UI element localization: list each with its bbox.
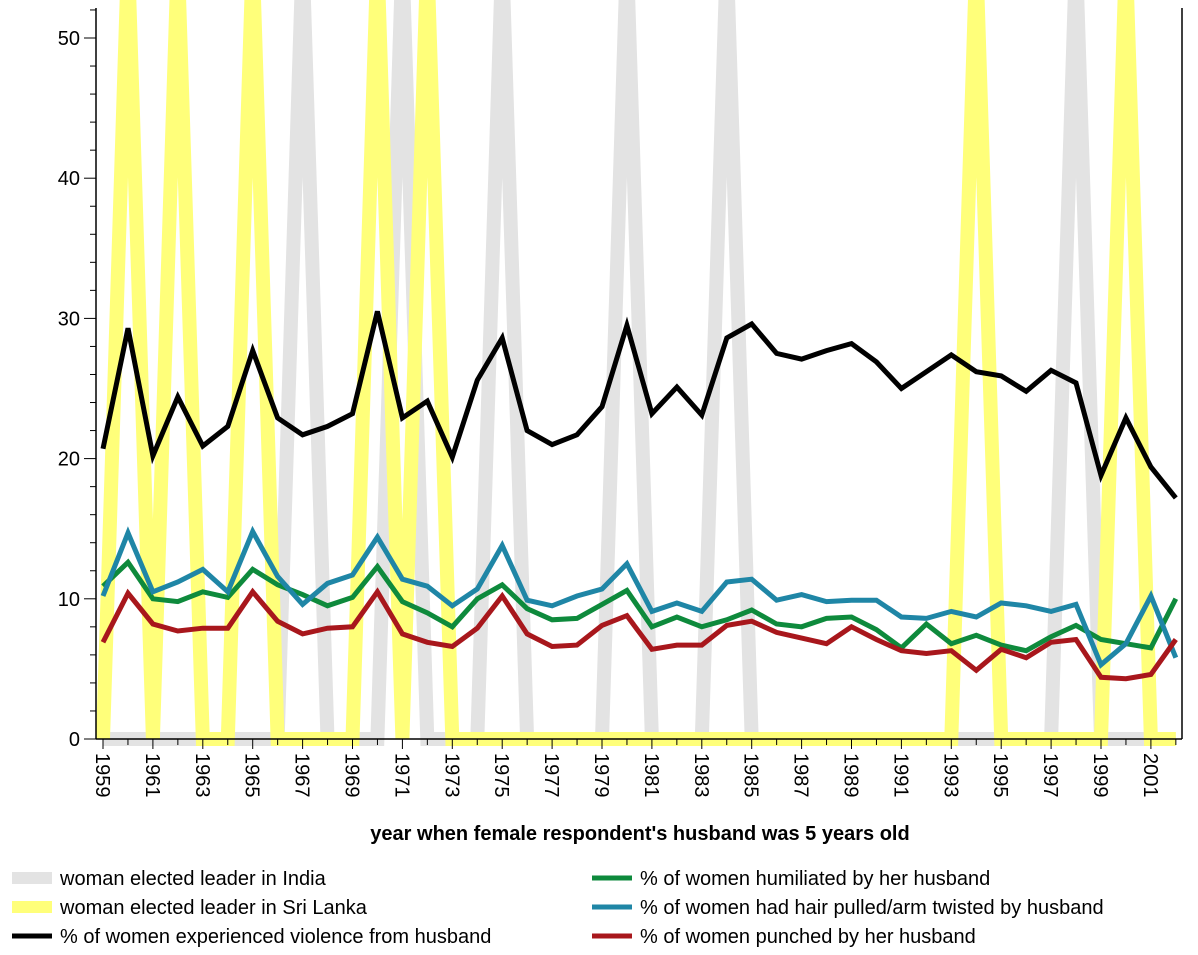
x-axis-label: year when female respondent's husband wa… bbox=[370, 823, 909, 845]
x-tick-label: 1959 bbox=[91, 753, 113, 798]
y-tick-label: 0 bbox=[69, 729, 80, 751]
x-tick-label: 1991 bbox=[889, 753, 911, 798]
x-tick-label: 1989 bbox=[840, 753, 862, 798]
x-tick-label: 1979 bbox=[590, 753, 612, 798]
x-tick-label: 1983 bbox=[690, 753, 712, 798]
x-tick-label: 1999 bbox=[1089, 753, 1111, 798]
x-tick-label: 1981 bbox=[640, 753, 662, 798]
legend-label-3: % of women humiliated by her husband bbox=[640, 868, 990, 890]
legend-label-0: woman elected leader in India bbox=[59, 868, 327, 890]
x-tick-label: 1969 bbox=[341, 753, 363, 798]
x-tick-label: 1987 bbox=[790, 753, 812, 798]
series-line-5 bbox=[100, 587, 1178, 682]
x-tick-label: 1997 bbox=[1039, 753, 1061, 798]
y-tick-label: 20 bbox=[58, 449, 80, 471]
x-tick-label: 1993 bbox=[939, 753, 961, 798]
x-tick-label: 1965 bbox=[241, 753, 263, 798]
series-line-2 bbox=[100, 310, 1178, 500]
x-tick-label: 1967 bbox=[291, 753, 313, 798]
series-line-4 bbox=[100, 525, 1179, 669]
legend-label-4: % of women had hair pulled/arm twisted b… bbox=[640, 897, 1104, 919]
x-tick-label: 1985 bbox=[740, 753, 762, 798]
x-tick-label: 1995 bbox=[989, 753, 1011, 798]
x-tick-label: 1975 bbox=[490, 753, 512, 798]
y-tick-label: 40 bbox=[58, 168, 80, 190]
legend: woman elected leader in India woman elect… bbox=[12, 868, 1104, 948]
axes-layer: 0 10 20 30 40 50 1959 1961 1963 1965 1967 1969 1971 1… bbox=[58, 8, 1183, 798]
y-tick-label: 50 bbox=[58, 28, 80, 50]
y-tick-label: 10 bbox=[58, 589, 80, 611]
legend-label-5: % of women punched by her husband bbox=[640, 926, 976, 948]
y-tick-label: 30 bbox=[58, 308, 80, 330]
x-tick-label: 1961 bbox=[141, 753, 163, 798]
x-tick-label: 2001 bbox=[1139, 753, 1161, 798]
x-tick-label: 1963 bbox=[191, 753, 213, 798]
x-tick-label: 1977 bbox=[540, 753, 562, 798]
x-tick-label: 1973 bbox=[440, 753, 462, 798]
legend-label-1: woman elected leader in Sri Lanka bbox=[59, 897, 368, 919]
x-tick-label: 1971 bbox=[390, 753, 412, 798]
series-layer bbox=[96, 0, 1179, 746]
legend-label-2: % of women experienced violence from hus… bbox=[60, 926, 491, 948]
series-line-3 bbox=[101, 558, 1179, 654]
